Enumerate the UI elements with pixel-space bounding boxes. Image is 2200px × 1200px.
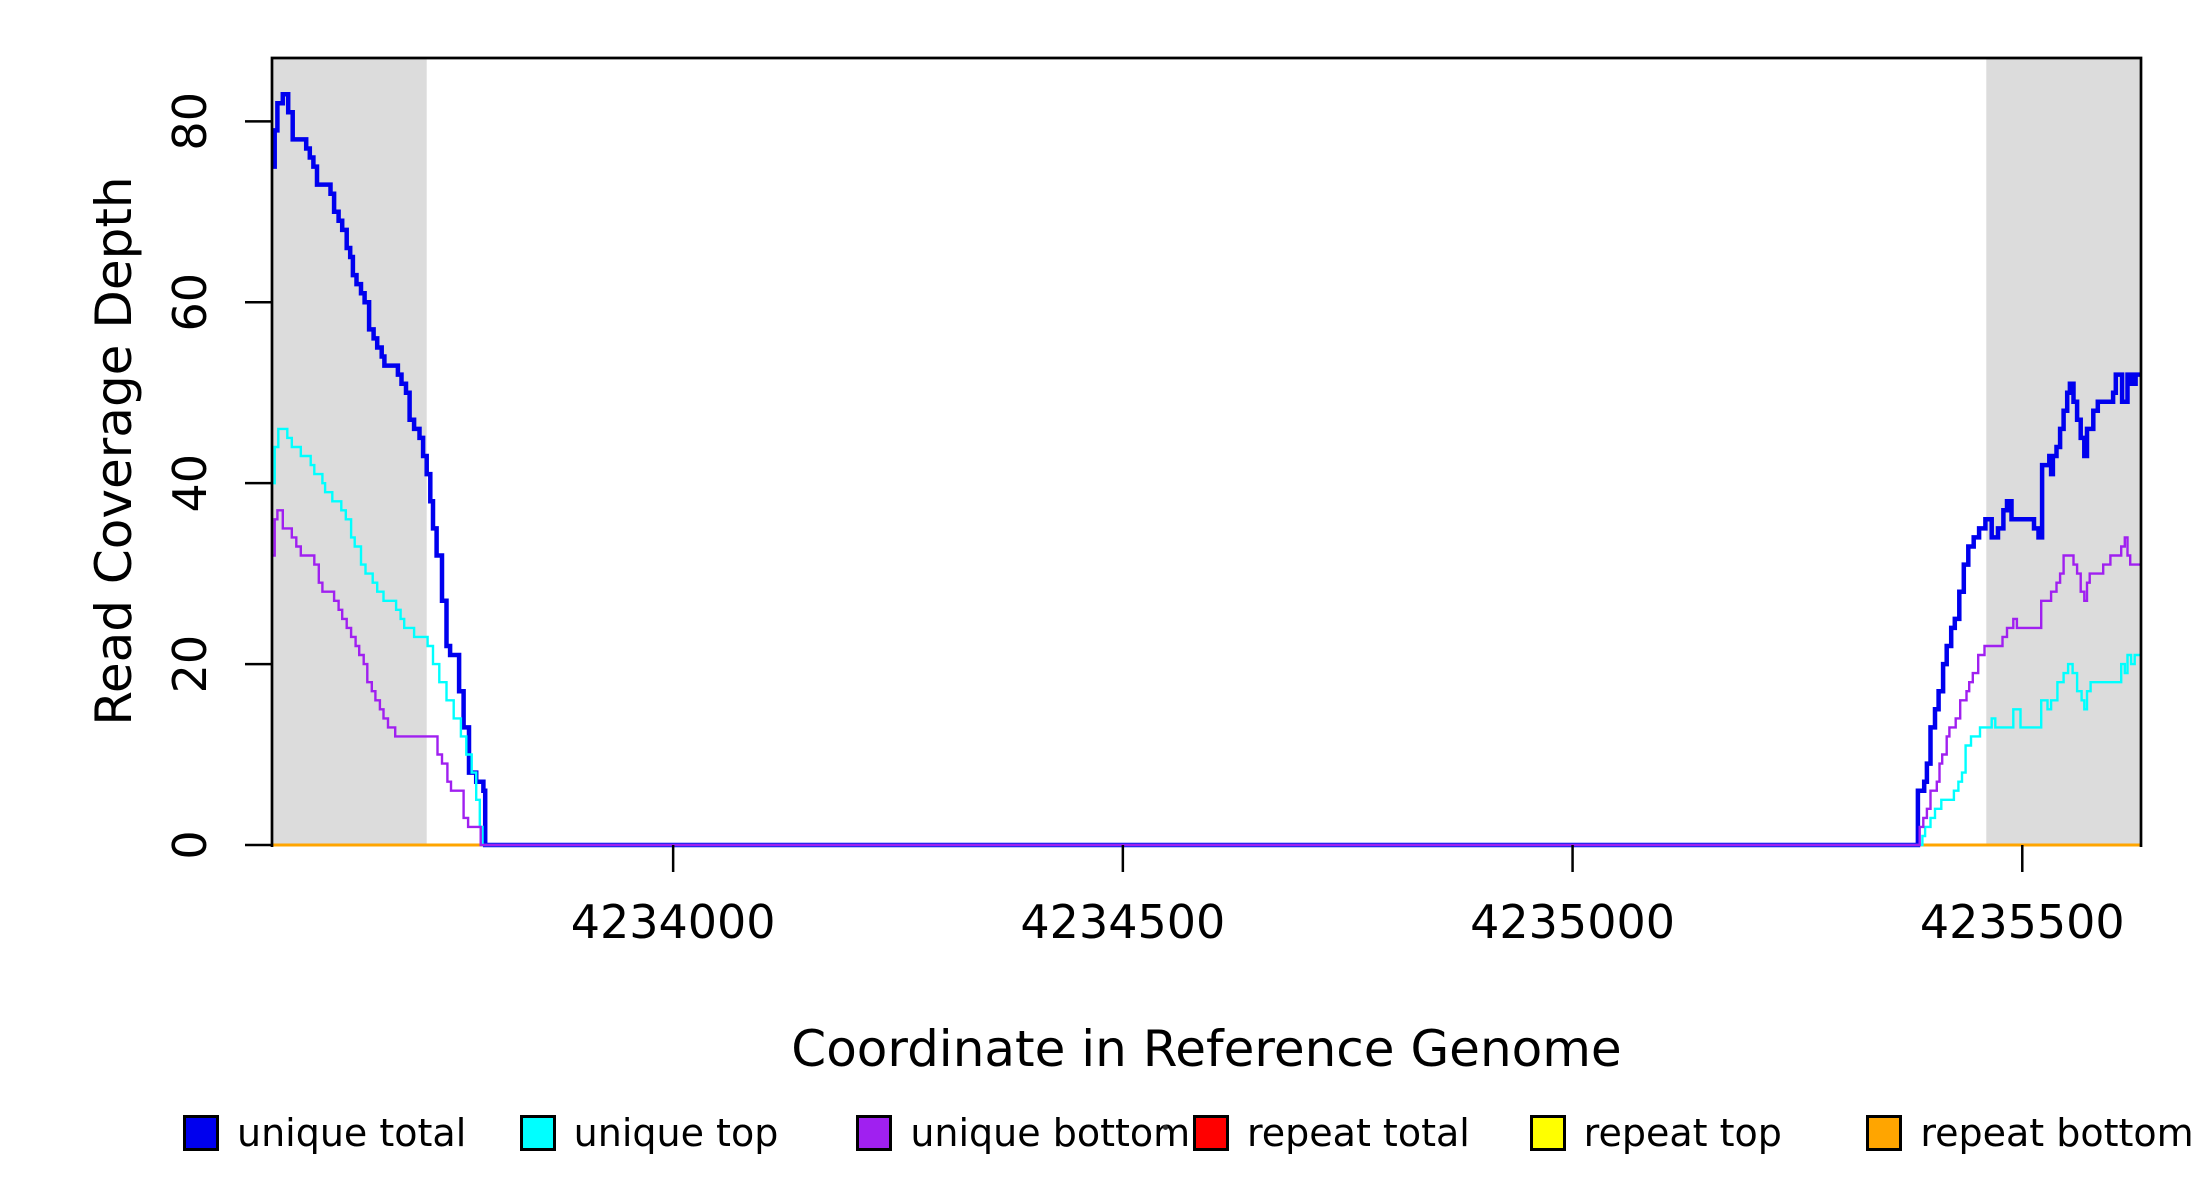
series-line-unique-total <box>272 91 2141 848</box>
y-axis-title: Read Coverage Depth <box>85 176 143 726</box>
legend-swatch-repeat-total <box>1192 1115 1229 1151</box>
legend-item-unique-total: unique total <box>183 1111 520 1155</box>
y-tick-label: 40 <box>163 454 217 513</box>
repeat-region-right <box>1986 58 2141 845</box>
y-tick-label: 60 <box>163 273 217 332</box>
y-tick-label: 0 <box>163 830 217 859</box>
legend-label-unique-total: unique total <box>237 1111 467 1155</box>
legend-label-repeat-top: repeat top <box>1583 1111 1782 1155</box>
x-tick-label: 4234000 <box>571 895 776 949</box>
legend-label-repeat-total: repeat total <box>1246 1111 1470 1155</box>
legend-swatch-unique-total <box>183 1115 219 1151</box>
legend: unique total unique top unique bottom repea… <box>183 1103 2200 1163</box>
legend-label-repeat-bottom: repeat bottom <box>1920 1111 2194 1155</box>
legend-swatch-unique-bottom <box>856 1115 893 1151</box>
legend-item-repeat-bottom: repeat bottom <box>1866 1111 2200 1155</box>
legend-item-unique-top: unique top <box>519 1111 857 1155</box>
y-tick-label: 80 <box>163 92 217 151</box>
legend-item-unique-bottom: unique bottom <box>856 1111 1193 1155</box>
legend-swatch-unique-top <box>519 1115 556 1151</box>
legend-item-repeat-total: repeat total <box>1192 1111 1530 1155</box>
y-tick-label: 20 <box>163 635 217 694</box>
repeat-region-left <box>272 58 427 845</box>
legend-label-unique-top: unique top <box>573 1111 779 1155</box>
series-line-unique-top <box>272 427 2141 847</box>
legend-swatch-repeat-top <box>1529 1115 1566 1151</box>
plot-border <box>270 56 2143 847</box>
x-tick-label: 4235000 <box>1470 895 1675 949</box>
legend-swatch-repeat-bottom <box>1866 1115 1903 1151</box>
stray-dot-artifact <box>1163 1125 1168 1130</box>
series-line-unique-bottom <box>272 509 2141 847</box>
legend-label-unique-bottom: unique bottom <box>910 1111 1191 1155</box>
x-axis-title: Coordinate in Reference Genome <box>791 1020 1622 1078</box>
x-tick-label: 4234500 <box>1020 895 1225 949</box>
x-tick-label: 4235500 <box>1920 895 2125 949</box>
legend-item-repeat-top: repeat top <box>1529 1111 1867 1155</box>
